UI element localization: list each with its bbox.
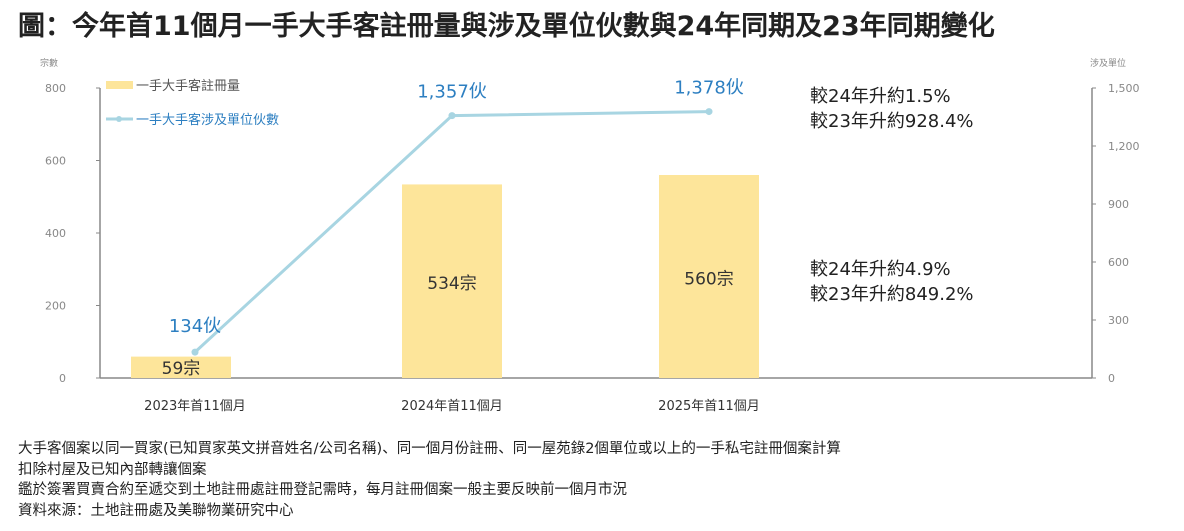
line-point [191, 348, 199, 356]
line-point [448, 112, 456, 120]
note: 資料來源：土地註冊處及美聯物業研究中心 [18, 502, 294, 519]
x-tick-label: 2024年首11個月 [401, 399, 503, 414]
right-tick-label: 0 [1108, 372, 1115, 385]
bar-label: 534宗 [427, 274, 476, 294]
x-tick-label: 2023年首11個月 [144, 399, 246, 414]
chart: 0 200 400 600 800 0 300 600 900 1,200 1,500 宗數 涉及單位 5… [40, 57, 1140, 414]
left-tick-label: 200 [45, 300, 66, 313]
legend-line-label: 一手大手客涉及單位伙數 [136, 112, 279, 128]
x-tick-label: 2025年首11個月 [658, 399, 760, 414]
line-label: 134伙 [169, 316, 221, 337]
note: 鑑於簽署買賣合約至遞交到土地註冊處註冊登記需時，每月註冊個案一般主要反映前一個月… [18, 482, 627, 498]
bar [131, 356, 231, 378]
bar-label: 59宗 [162, 359, 201, 379]
left-axis-label: 宗數 [40, 57, 58, 69]
line-point [705, 108, 713, 116]
right-tick-label: 600 [1108, 256, 1129, 269]
bar-label: 560宗 [684, 270, 733, 290]
left-tick-label: 800 [45, 82, 66, 95]
right-tick-label: 1,200 [1108, 140, 1140, 153]
bar-annotation: 較24年升約4.9% [810, 259, 951, 280]
line-annotation: 較23年升約928.4% [810, 111, 974, 132]
right-tick-label: 1,500 [1108, 82, 1140, 95]
left-tick-label: 0 [59, 372, 66, 385]
line-label: 1,378伙 [674, 78, 744, 99]
legend-bar-label: 一手大手客註冊量 [136, 78, 240, 94]
bar-annotation: 較23年升約849.2% [810, 284, 974, 305]
chart-title: 圖：今年首11個月一手大手客註冊量與涉及單位伙數與24年同期及23年同期變化 [18, 11, 995, 42]
note: 扣除村屋及已知內部轉讓個案 [18, 461, 207, 478]
right-axis-label: 涉及單位 [1090, 57, 1126, 69]
right-tick-label: 300 [1108, 314, 1129, 327]
right-tick-label: 900 [1108, 198, 1129, 211]
left-tick-label: 400 [45, 227, 66, 240]
line-label: 1,357伙 [417, 82, 487, 103]
legend-bar-swatch [106, 81, 133, 89]
bar [402, 184, 502, 378]
bar [659, 175, 759, 378]
note: 大手客個案以同一買家(已知買家英文拼音姓名/公司名稱)、同一個月份註冊、同一屋苑… [18, 441, 841, 457]
legend-line-marker [116, 116, 122, 122]
line-annotation: 較24年升約1.5% [810, 86, 951, 107]
left-tick-label: 600 [45, 155, 66, 168]
footnotes: 大手客個案以同一買家(已知買家英文拼音姓名/公司名稱)、同一個月份註冊、同一屋苑… [18, 439, 841, 521]
